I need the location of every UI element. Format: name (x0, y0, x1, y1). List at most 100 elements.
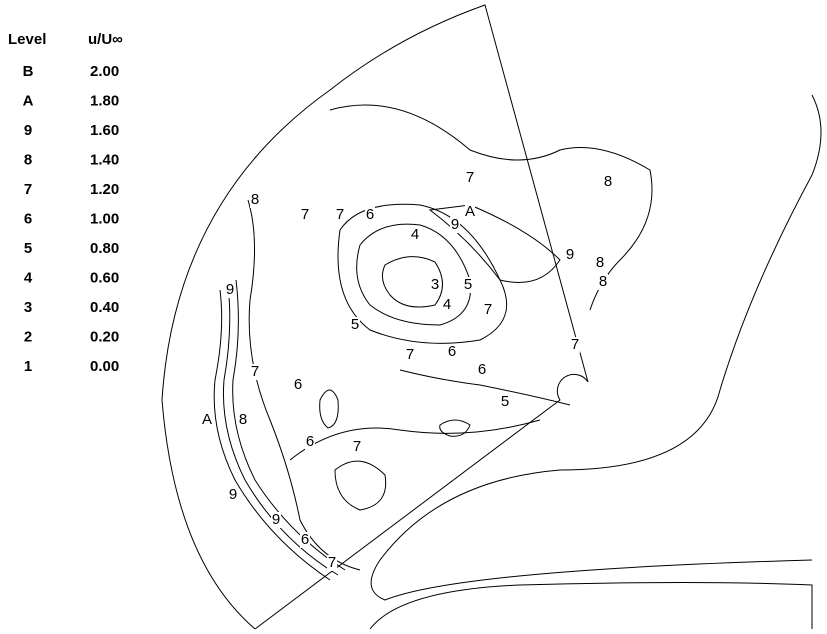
contour-label: 8 (239, 411, 247, 428)
label-bg (350, 317, 360, 333)
label-bg (335, 207, 345, 223)
contour (381, 256, 443, 308)
contour-label: 9 (226, 281, 234, 298)
label-bg (442, 297, 452, 313)
label-bg (365, 207, 375, 223)
contour (399, 369, 571, 406)
legend-header: u/U∞ (88, 31, 123, 48)
label-bg (250, 192, 260, 208)
legend-level: 5 (24, 240, 32, 257)
label-bg (202, 412, 212, 428)
legend-level: 4 (24, 269, 33, 286)
contour-label: 5 (464, 276, 472, 293)
label-bg (465, 204, 475, 220)
label-bg (300, 532, 310, 548)
contour-label: 9 (229, 486, 237, 503)
airfoil-lower (369, 582, 813, 630)
label-bg (450, 217, 460, 233)
contour (439, 419, 471, 437)
legend-value: 2.00 (90, 63, 119, 80)
contour-label: 8 (604, 173, 612, 190)
legend-value: 0.40 (90, 299, 119, 316)
contour-label: 7 (406, 346, 414, 363)
label-bg (238, 412, 248, 428)
contour-label: 7 (466, 169, 474, 186)
legend-level: 8 (24, 151, 32, 168)
label-bg (447, 344, 457, 360)
contour-label: 7 (571, 336, 579, 353)
contour-label: A (202, 411, 212, 428)
legend-level: 2 (24, 328, 32, 345)
contour-label: 8 (599, 273, 607, 290)
label-bg (327, 555, 337, 571)
contour-label: 7 (251, 363, 259, 380)
legend-level: 9 (24, 122, 32, 139)
legend-value: 1.00 (90, 210, 119, 227)
contour (232, 279, 346, 571)
contour-label: 6 (366, 206, 374, 223)
contour-label: 5 (501, 393, 509, 410)
domain-boundary (161, 4, 589, 630)
contour-label: 9 (566, 246, 574, 263)
contour-label: 6 (301, 531, 309, 548)
contour-label: 7 (353, 438, 361, 455)
legend-value: 0.00 (90, 358, 119, 375)
contour (319, 389, 339, 429)
label-bg (565, 247, 575, 263)
label-bg (598, 274, 608, 290)
legend-level: 3 (24, 299, 32, 316)
label-bg (463, 277, 473, 293)
legend-value: 0.20 (90, 328, 119, 345)
label-bg (271, 512, 281, 528)
contour-label: 9 (272, 511, 280, 528)
contour (247, 199, 361, 571)
legend-value: 1.60 (90, 122, 119, 139)
airfoil-upper (370, 94, 822, 601)
contour-label: 7 (328, 554, 336, 571)
legend-value: 1.20 (90, 181, 119, 198)
label-bg (603, 174, 613, 190)
label-bg (293, 377, 303, 393)
label-bg (405, 347, 415, 363)
contour-label: 8 (596, 254, 604, 271)
contour-label: A (465, 203, 475, 220)
contour-label: 7 (301, 206, 309, 223)
label-bg (500, 394, 510, 410)
label-bg (483, 302, 493, 318)
label-bg (225, 282, 235, 298)
contour-label: 6 (478, 361, 486, 378)
contour (289, 419, 541, 461)
legend-value: 1.40 (90, 151, 119, 168)
contour-label: 4 (411, 226, 419, 243)
legend-value: 1.80 (90, 92, 119, 109)
label-bg (477, 362, 487, 378)
legend: Level u/U∞ B 2.00 A 1.80 9 1.60 8 1.40 7 1.20 6 1.00 5… (8, 31, 123, 375)
label-bg (300, 207, 310, 223)
legend-value: 0.60 (90, 269, 119, 286)
legend-header: Level (8, 31, 46, 48)
contour-label: 4 (443, 296, 451, 313)
label-bg (595, 255, 605, 271)
legend-level: 6 (24, 210, 32, 227)
legend-level: 7 (24, 181, 32, 198)
contour-label: 7 (484, 301, 492, 318)
contour-label: 8 (251, 191, 259, 208)
contour (329, 104, 653, 311)
contour-label: 7 (336, 206, 344, 223)
label-bg (250, 364, 260, 380)
contour-label: 6 (448, 343, 456, 360)
label-bg (228, 487, 238, 503)
legend-level: 1 (24, 358, 32, 375)
legend-level: B (23, 63, 34, 80)
contour (337, 203, 508, 344)
contour-label: 6 (294, 376, 302, 393)
contour (334, 460, 387, 511)
contour-label: 3 (431, 276, 439, 293)
label-bg (570, 337, 580, 353)
contour-label: 5 (351, 316, 359, 333)
contour-label: 9 (451, 216, 459, 233)
contour (428, 204, 561, 283)
contour (213, 289, 331, 581)
